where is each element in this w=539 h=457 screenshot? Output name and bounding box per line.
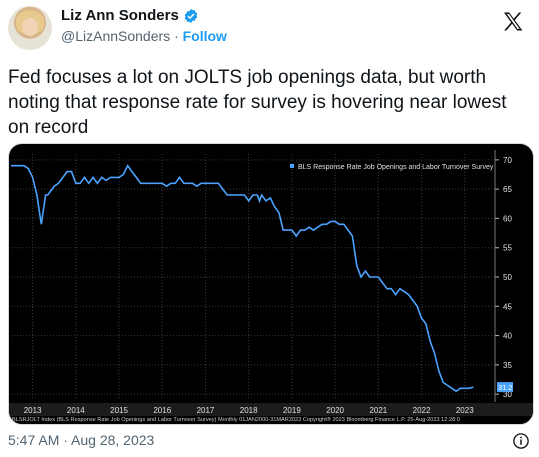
series-line [11,164,474,393]
last-value-tag [497,382,513,393]
chart-footer: BLSRJOLT Index (BLS Response Rate Job Op… [12,416,460,423]
separator-dot: · [174,28,179,44]
y-tick-label: 45 [503,302,512,311]
y-tick-label: 35 [503,361,512,370]
x-tick-label: 2013 [24,406,42,415]
x-axis-band [9,403,533,416]
x-tick-label: 2021 [369,406,387,415]
x-tick-label: 2014 [67,406,85,415]
author-name-row: Liz Ann Sonders [61,7,199,24]
avatar[interactable] [8,6,52,50]
tweet-text: Fed focuses a lot on JOLTS job openings … [8,67,507,138]
x-tick-label: 2016 [153,406,171,415]
y-tick-label: 50 [503,273,512,282]
response-rate-chart: 30 35 40 45 50 55 60 65 70 2013 2014 2015 2016 2017 20… [9,150,533,423]
x-logo-icon[interactable] [501,10,525,34]
tweet-header: Liz Ann Sonders @LizAnnSonders · Follow [8,4,531,52]
x-tick-label: 2020 [326,406,344,415]
y-tick-label: 70 [503,156,512,165]
tweet-timestamp[interactable]: 5:47 AM · Aug 28, 2023 [8,432,155,448]
x-tick-label: 2018 [240,406,258,415]
y-tick-label: 65 [503,185,512,194]
author-name[interactable]: Liz Ann Sonders [61,7,179,24]
author-handle-row: @LizAnnSonders · Follow [61,28,227,44]
verified-badge-icon [184,8,198,23]
x-tick-label: 2023 [456,406,474,415]
y-tick-label: 55 [503,244,512,253]
y-tick-label: 30 [503,390,512,399]
author-handle[interactable]: @LizAnnSonders [61,28,171,44]
follow-button[interactable]: Follow [182,28,227,44]
chart-image[interactable]: 30 35 40 45 50 55 60 65 70 2013 2014 2015 2016 2017 20… [8,143,534,425]
last-value-label: 31.2 [498,383,513,392]
x-tick-label: 2019 [283,406,301,415]
x-tick-label: 2022 [413,406,431,415]
y-tick-label: 40 [503,332,512,341]
y-tick-label: 60 [503,214,512,223]
x-tick-label: 2017 [197,406,215,415]
x-tick-label: 2015 [110,406,128,415]
legend-swatch [290,164,294,168]
info-icon[interactable] [512,432,530,450]
legend-label: BLS Response Rate Job Openings and Labor… [298,164,494,171]
